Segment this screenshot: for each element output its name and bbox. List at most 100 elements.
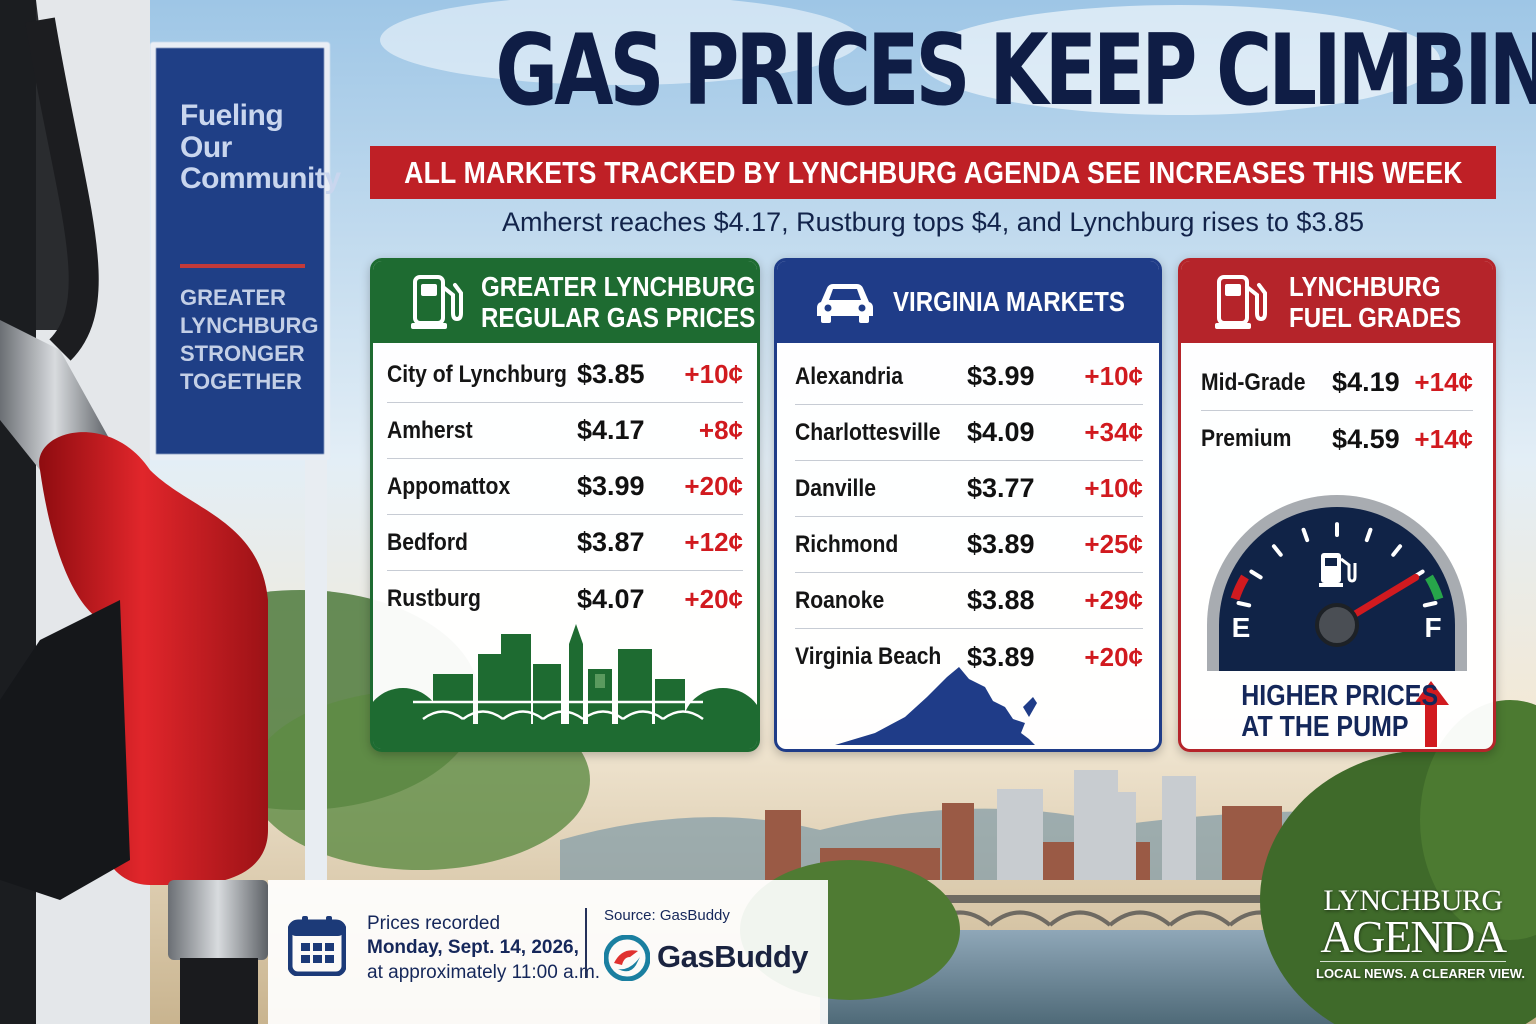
panel-header: LYNCHBURG FUEL GRADES [1181, 261, 1493, 343]
price-value: $4.17 [577, 415, 645, 445]
panel-title: VIRGINIA MARKETS [893, 286, 1125, 318]
dek-text: Amherst reaches $4.17, Rustburg tops $4,… [501, 207, 1364, 237]
location-name: Rustburg [387, 585, 481, 612]
gauge-full-label: F [1424, 612, 1441, 643]
gauge-tick [1301, 527, 1310, 543]
price-change: +20¢ [1084, 641, 1143, 672]
fuel-gauge: E F [1207, 495, 1467, 671]
price-row: Premium $4.59 +14¢ [1201, 411, 1473, 467]
gauge-tick [1391, 544, 1403, 557]
panel-title-line2: REGULAR GAS PRICES [481, 302, 756, 333]
location-name: Charlottesville [795, 418, 941, 446]
price-row: Bedford $3.87 +12¢ [387, 515, 743, 571]
gauge-tick [1271, 544, 1283, 557]
sign-divider [180, 264, 305, 268]
sign-headline: Fueling Our Community [180, 99, 341, 195]
panel-greater-lynchburg: GREATER LYNCHBURG REGULAR GAS PRICES Cit… [370, 258, 760, 752]
price-change: +10¢ [684, 359, 743, 389]
price-value: $3.89 [967, 641, 1035, 672]
city-skyline-illustration [373, 624, 757, 749]
callout-line2: AT THE PUMP [1241, 711, 1409, 744]
recorded-date: Monday, Sept. 14, 2026, [367, 937, 579, 958]
footer-divider [585, 908, 587, 978]
subheadline-text: ALL MARKETS TRACKED BY LYNCHBURG AGENDA … [403, 154, 1463, 190]
fuel-pump-icon [411, 272, 463, 332]
panel-title: LYNCHBURG FUEL GRADES [1289, 271, 1461, 334]
grade-name: Premium [1201, 425, 1292, 452]
brand-name-line2: AGENDA [1320, 911, 1507, 962]
price-change: +34¢ [1084, 417, 1143, 447]
price-change: +8¢ [698, 415, 743, 445]
recorded-label: Prices recorded [367, 913, 501, 934]
price-row: City of Lynchburg $3.85 +10¢ [387, 347, 743, 403]
location-name: Amherst [387, 416, 473, 444]
panel-header: VIRGINIA MARKETS [777, 261, 1159, 343]
price-row: Alexandria $3.99 +10¢ [795, 349, 1143, 405]
price-row: Richmond $3.89 +25¢ [795, 517, 1143, 573]
price-row: Rustburg $4.07 +20¢ [387, 571, 743, 627]
location-name: Bedford [387, 528, 468, 556]
callout-line1: HIGHER PRICES [1241, 680, 1439, 712]
price-row: Roanoke $3.88 +29¢ [795, 573, 1143, 629]
price-row: Charlottesville $4.09 +34¢ [795, 405, 1143, 461]
gauge-empty-label: E [1232, 612, 1251, 643]
footer-card [268, 880, 828, 1024]
location-name: Richmond [795, 530, 899, 558]
location-name: City of Lynchburg [387, 360, 567, 388]
price-value: $4.19 [1332, 367, 1400, 397]
price-value: $3.88 [967, 585, 1035, 615]
gasbuddy-wordmark: GasBuddy [657, 939, 809, 974]
price-list: Alexandria $3.99 +10¢ Charlottesville $4… [795, 349, 1143, 685]
price-change: +14¢ [1414, 423, 1473, 454]
price-change: +14¢ [1414, 367, 1473, 397]
grade-name: Mid-Grade [1201, 368, 1306, 396]
sign-subline: GREATER LYNCHBURG STRONGER TOGETHER [180, 285, 319, 395]
panel-header: GREATER LYNCHBURG REGULAR GAS PRICES [373, 261, 757, 343]
gasbuddy-logo-icon [604, 935, 650, 981]
virginia-map-icon [835, 667, 1037, 745]
location-name: Danville [795, 474, 877, 502]
source-label: Source: GasBuddy [604, 907, 730, 924]
brand-name-line1: LYNCHBURG [1323, 884, 1503, 917]
price-value: $3.77 [967, 473, 1035, 503]
price-change: +20¢ [684, 583, 743, 614]
price-row: Mid-Grade $4.19 +14¢ [1201, 355, 1473, 411]
price-row: Appomattox $3.99 +20¢ [387, 459, 743, 515]
location-name: Roanoke [795, 586, 885, 614]
panel-title-line1: GREATER LYNCHBURG [481, 270, 756, 302]
price-value: $3.99 [967, 361, 1035, 391]
gauge-tick [1236, 600, 1252, 608]
panel-virginia-markets: VIRGINIA MARKETS Alexandria $3.99 +10¢ C… [774, 258, 1162, 752]
fuel-pump-icon [1211, 272, 1271, 332]
price-value: $4.09 [967, 417, 1035, 447]
price-value: $4.59 [1332, 423, 1400, 454]
gauge-tick [1422, 600, 1438, 608]
panel-fuel-grades: LYNCHBURG FUEL GRADES Mid-Grade $4.19 +1… [1178, 258, 1496, 752]
location-name: Alexandria [795, 362, 903, 390]
higher-prices-callout: HIGHER PRICES AT THE PUMP [1241, 680, 1439, 744]
price-list: Mid-Grade $4.19 +14¢ Premium $4.59 +14¢ [1201, 355, 1473, 467]
subheadline-banner: ALL MARKETS TRACKED BY LYNCHBURG AGENDA … [370, 146, 1496, 199]
price-change: +20¢ [684, 471, 743, 501]
brand-tagline: LOCAL NEWS. A CLEARER VIEW. [1316, 966, 1525, 981]
price-row: Virginia Beach $3.89 +20¢ [795, 629, 1143, 685]
panel-title-line1: LYNCHBURG [1289, 270, 1441, 302]
location-name: Virginia Beach [795, 643, 942, 670]
community-sign [150, 42, 330, 460]
location-name: Appomattox [387, 472, 511, 500]
brand-divider [1320, 961, 1506, 962]
page-headline: GAS PRICES KEEP CLIMBING [495, 14, 1536, 128]
arrow-up-icon [1413, 681, 1449, 747]
gauge-tick [1364, 527, 1373, 543]
gauge-tick [1249, 569, 1263, 580]
price-value: $3.85 [577, 359, 645, 389]
price-change: +10¢ [1084, 473, 1143, 503]
price-value: $4.07 [577, 583, 645, 614]
price-list: City of Lynchburg $3.85 +10¢ Amherst $4.… [387, 347, 743, 627]
price-row: Danville $3.77 +10¢ [795, 461, 1143, 517]
sign-post [305, 460, 327, 880]
price-row: Amherst $4.17 +8¢ [387, 403, 743, 459]
calendar-icon [288, 916, 346, 976]
price-change: +12¢ [684, 527, 743, 557]
price-value: $3.89 [967, 529, 1035, 559]
